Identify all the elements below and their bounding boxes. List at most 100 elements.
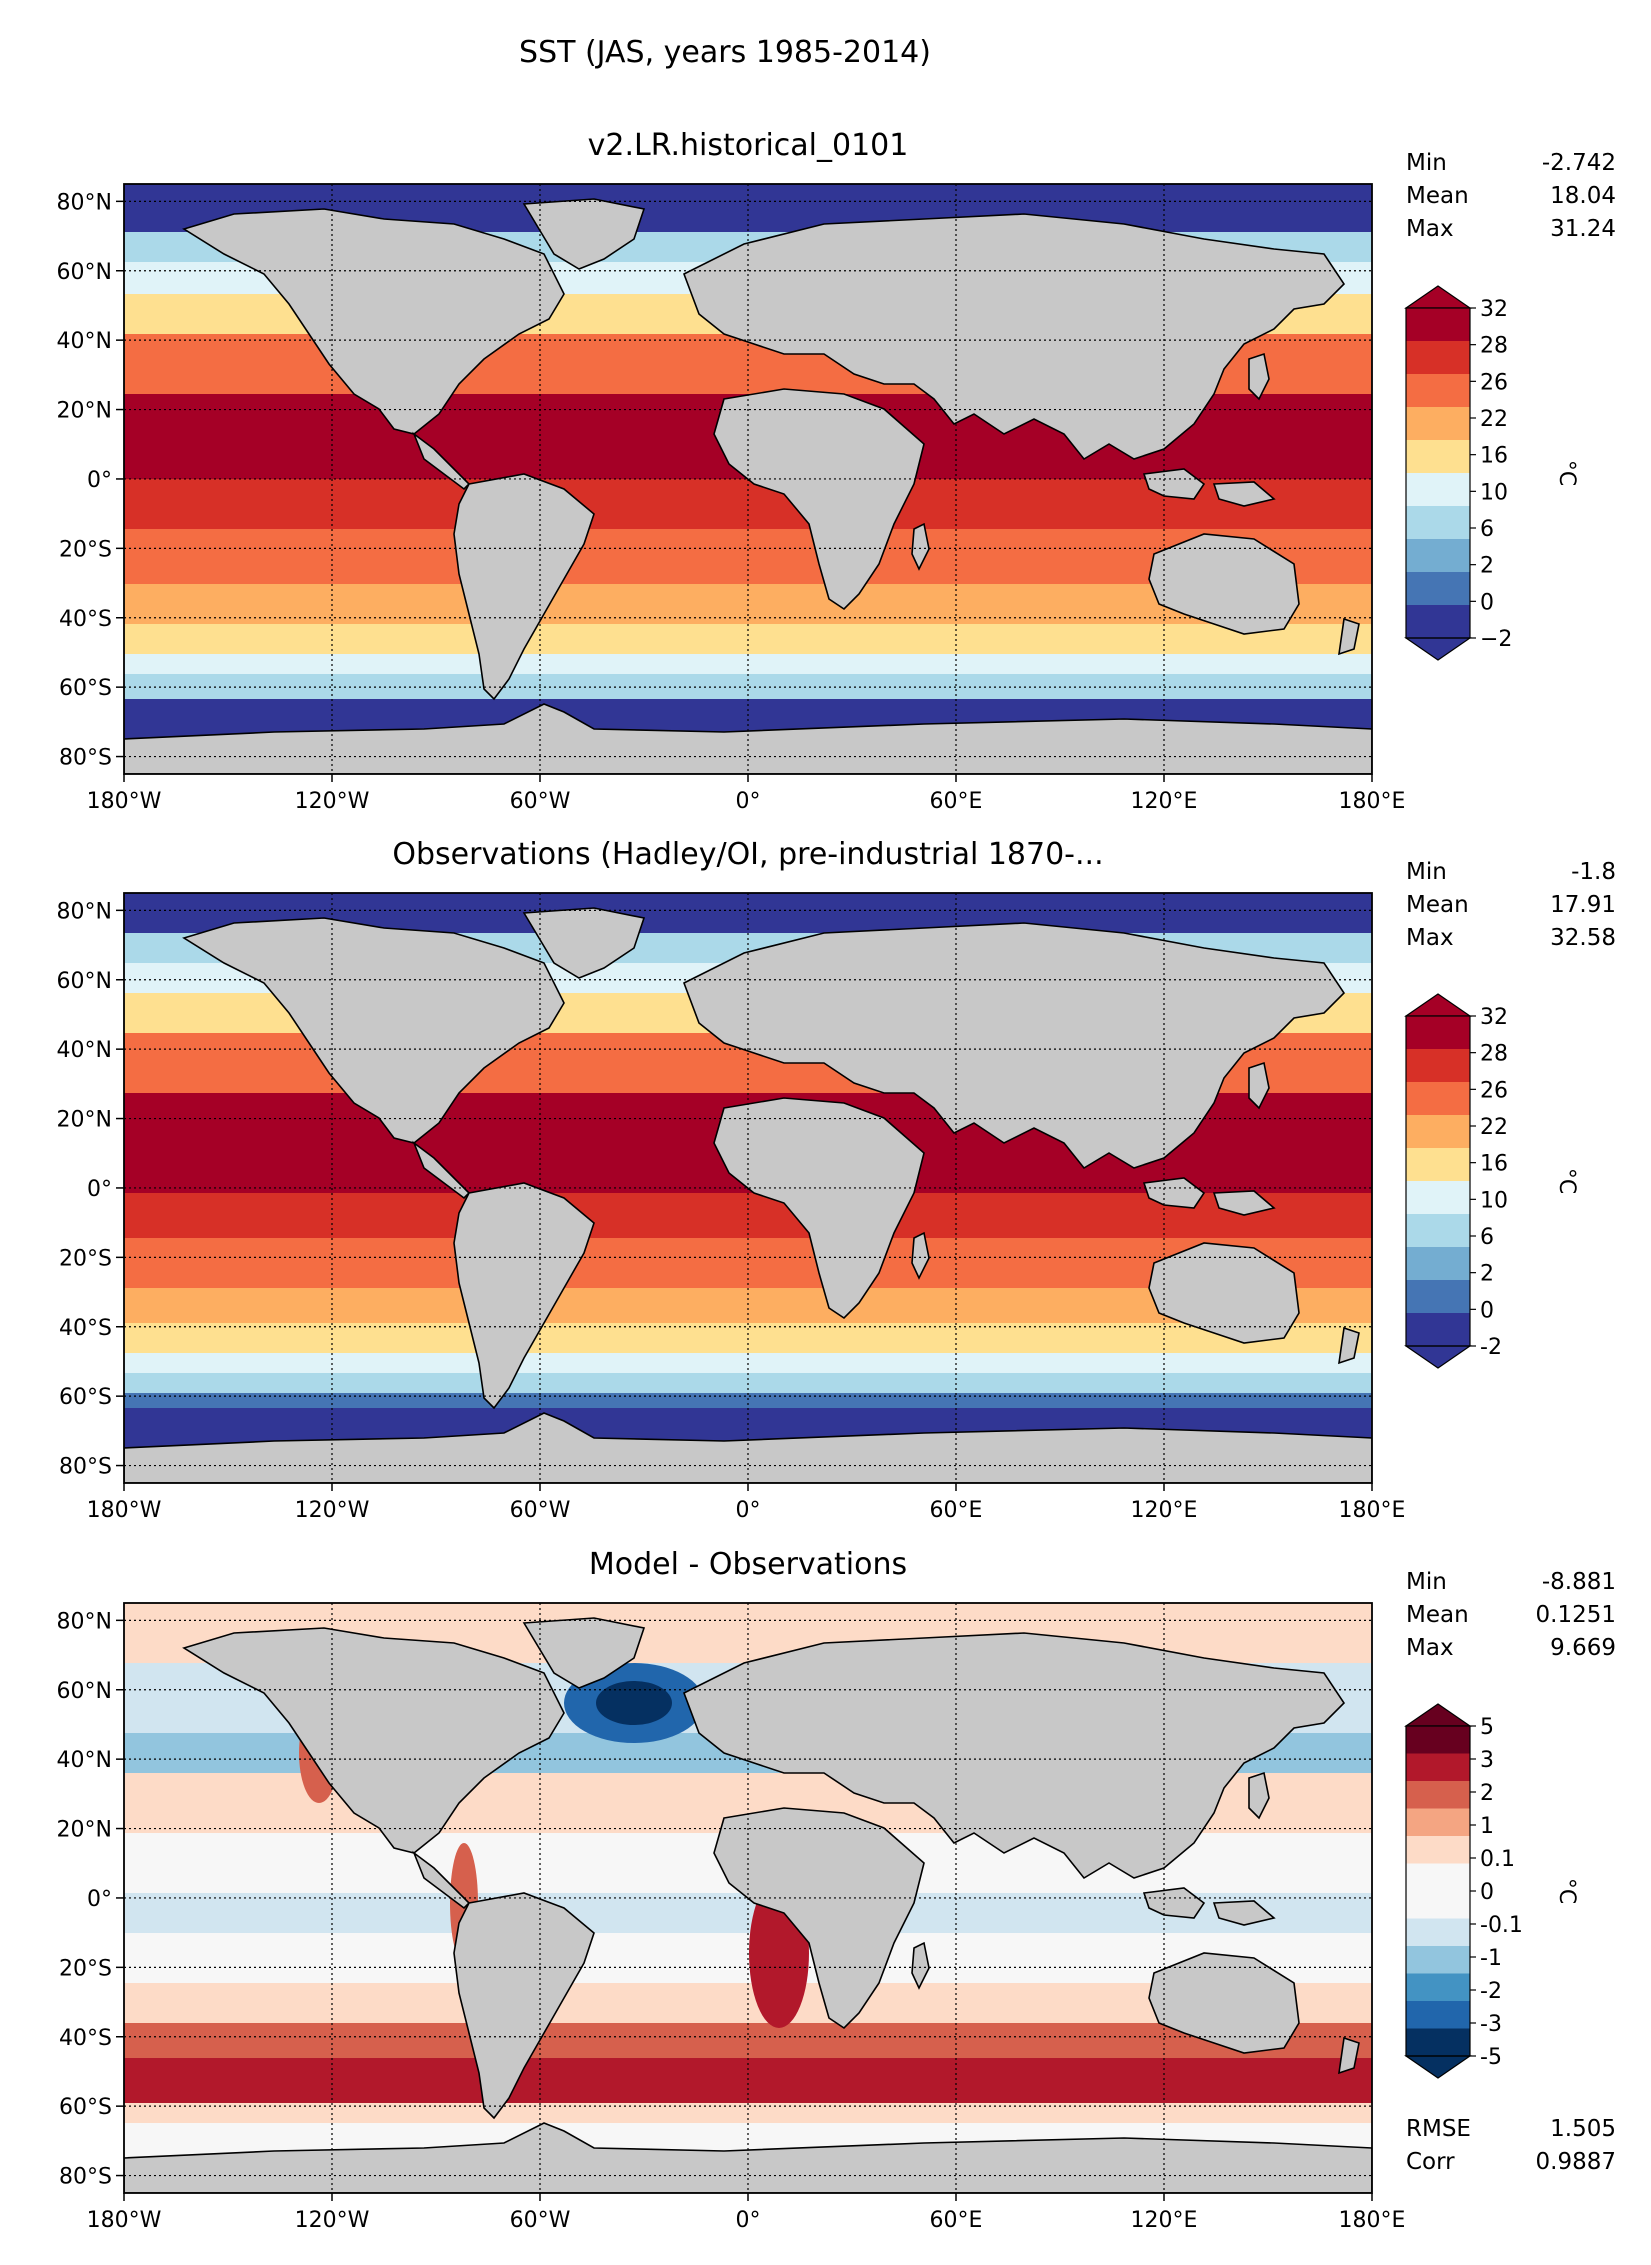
colorbar-tick-label: 6	[1480, 517, 1494, 542]
lat-tick-label: 80°S	[59, 2165, 112, 2190]
colorbar-tick-label: -2	[1480, 1979, 1502, 2004]
lat-tick-label: 40°N	[57, 1038, 112, 1063]
lat-tick-label: 20°N	[57, 1108, 112, 1133]
lat-tick-label: 60°S	[59, 1385, 112, 1410]
stat-label: Min	[1406, 150, 1447, 176]
stat-label: Max	[1406, 216, 1454, 242]
map-area	[123, 892, 1373, 1484]
colorbar-tick-label: 10	[1480, 1188, 1508, 1213]
stat-value: 0.9887	[1536, 2149, 1616, 2175]
lon-tick-label: 0°	[736, 2208, 761, 2233]
colorbar-tick-label: 1	[1480, 1814, 1494, 1839]
colorbar-segment	[1406, 539, 1470, 573]
colorbar-tick-label: 2	[1480, 1781, 1494, 1806]
lat-tick-label: 60°N	[57, 260, 112, 285]
stat-value: -2.742	[1542, 150, 1616, 176]
stat-value: 18.04	[1550, 183, 1616, 209]
colorbar-segment	[1406, 1247, 1470, 1281]
lat-tick-label: 20°N	[57, 1818, 112, 1843]
colorbar-tick-label: 0	[1480, 1298, 1494, 1323]
colorbar: 32 28 26 22 16 10 6 2 0 -2 °C	[1404, 993, 1579, 1369]
stat-label: RMSE	[1406, 2116, 1471, 2142]
lat-tick-label: 40°S	[59, 2026, 112, 2051]
colorbar-unit-label: °C	[1554, 1878, 1579, 1904]
panel-title: Model - Observations	[589, 1547, 907, 1582]
colorbar-extend-top	[1404, 993, 1472, 1017]
colorbar-tick-label: 22	[1480, 1115, 1508, 1140]
lon-tick-label: 60°W	[510, 1498, 571, 1523]
colorbar-tick-label: 6	[1480, 1225, 1494, 1250]
panel-title: v2.LR.historical_0101	[588, 128, 909, 163]
colorbar-tick-label: 28	[1480, 1042, 1508, 1067]
colorbar-segment	[1406, 440, 1470, 474]
lon-tick-label: 60°W	[510, 2208, 571, 2233]
colorbar-tick-label: 10	[1480, 480, 1508, 505]
lat-tick-label: 20°S	[59, 537, 112, 562]
colorbar-segment	[1406, 1891, 1470, 1919]
colorbar-segment	[1406, 308, 1470, 342]
lon-tick-label: 180°E	[1339, 1498, 1406, 1523]
colorbar-extend-bottom	[1404, 637, 1472, 661]
lon-tick-label: 60°E	[930, 789, 983, 814]
lon-tick-label: 0°	[736, 1498, 761, 1523]
north-atlantic-cold-core	[596, 1681, 672, 1725]
stat-label: Max	[1406, 1635, 1454, 1661]
map-area	[123, 1602, 1373, 2194]
lat-tick-label: 80°N	[57, 190, 112, 215]
colorbar: 5 3 2 1 0.1 0 -0.1 -1 -2 -3 -5 °C	[1404, 1703, 1579, 2079]
colorbar-tick-label: 0	[1480, 590, 1494, 615]
lon-tick-label: 180°E	[1339, 2208, 1406, 2233]
colorbar-extend-top	[1404, 285, 1472, 309]
ocean-field-band	[124, 1393, 1372, 1408]
colorbar-segment	[1406, 407, 1470, 441]
lon-tick-label: 120°W	[295, 789, 370, 814]
lon-tick-label: 120°W	[295, 2208, 370, 2233]
lon-tick-label: 180°W	[87, 2208, 162, 2233]
lat-tick-label: 40°N	[57, 1748, 112, 1773]
colorbar-segment	[1406, 341, 1470, 375]
colorbar-segment	[1406, 506, 1470, 540]
stat-label: Min	[1406, 859, 1447, 885]
colorbar-segment	[1406, 1214, 1470, 1248]
colorbar-segment	[1406, 2028, 1470, 2057]
stat-value: 17.91	[1550, 892, 1616, 918]
colorbar-segment	[1406, 374, 1470, 408]
stat-label: Min	[1406, 1569, 1447, 1595]
lat-tick-label: 40°S	[59, 607, 112, 632]
lat-tick-label: 40°N	[57, 329, 112, 354]
colorbar-segment	[1406, 1181, 1470, 1215]
lat-tick-label: 0°	[87, 1177, 112, 1202]
colorbar-tick-label: 32	[1480, 297, 1508, 322]
colorbar-segment	[1406, 1313, 1470, 1347]
lat-tick-label: 80°N	[57, 1609, 112, 1634]
ocean-field-band	[124, 2058, 1372, 2103]
lat-tick-label: 80°N	[57, 899, 112, 924]
lon-tick-label: 120°E	[1131, 789, 1198, 814]
lon-tick-label: 60°W	[510, 789, 571, 814]
stat-value: -8.881	[1542, 1569, 1616, 1595]
lon-tick-label: 60°E	[930, 2208, 983, 2233]
colorbar-segment	[1406, 473, 1470, 507]
colorbar-segment	[1406, 1049, 1470, 1083]
colorbar-extend-top	[1404, 1703, 1472, 1727]
figure-title: SST (JAS, years 1985-2014)	[519, 35, 931, 70]
colorbar-tick-label: 16	[1480, 444, 1508, 469]
colorbar-segment	[1406, 1781, 1470, 1809]
colorbar-segment	[1406, 1115, 1470, 1149]
stat-label: Max	[1406, 925, 1454, 951]
colorbar-tick-label: -3	[1480, 2012, 1502, 2037]
colorbar-segment	[1406, 1918, 1470, 1947]
panel-model: v2.LR.historical_0101 80°N 60°N 40°N 20°N 0° 2…	[57, 128, 1616, 814]
stat-label: Mean	[1406, 892, 1469, 918]
colorbar-segment	[1406, 1280, 1470, 1314]
stat-label: Mean	[1406, 1602, 1469, 1628]
lon-tick-label: 120°W	[295, 1498, 370, 1523]
panel-title: Observations (Hadley/OI, pre-industrial …	[392, 837, 1103, 872]
colorbar-segment	[1406, 605, 1470, 639]
lat-tick-label: 60°N	[57, 969, 112, 994]
colorbar-tick-label: 26	[1480, 370, 1508, 395]
colorbar: 32 28 26 22 16 10 6 2 0 −2 °C	[1404, 285, 1579, 661]
colorbar-tick-label: 28	[1480, 334, 1508, 359]
stat-value: 31.24	[1550, 216, 1616, 242]
